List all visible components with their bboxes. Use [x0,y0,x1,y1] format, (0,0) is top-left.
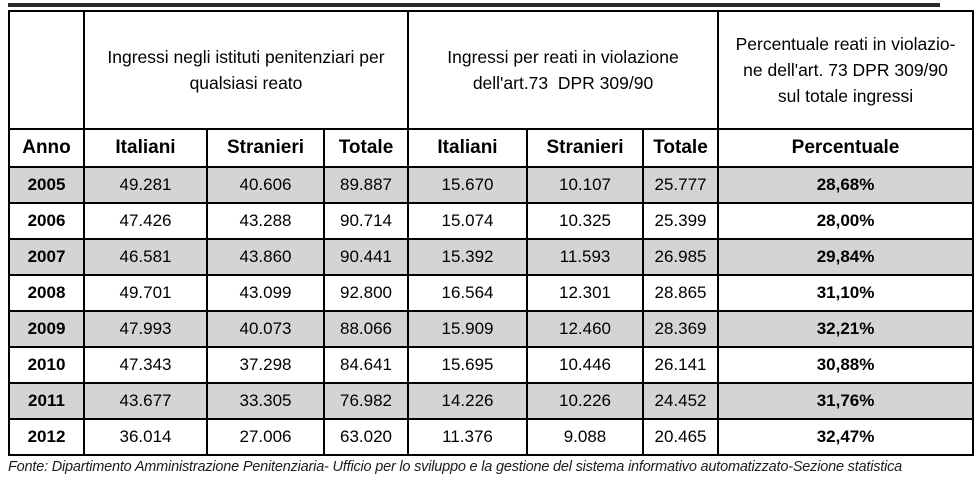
value-cell: 47.426 [83,202,208,240]
value-cell: 24.452 [641,382,720,420]
group-header-art73: Ingressi per reati in violazione dell'ar… [406,10,720,130]
value-cell: 15.695 [407,346,528,384]
value-cell: 43.677 [83,382,208,420]
column-header-percentuale: Percentuale [717,128,975,168]
value-cell: 84.641 [323,346,409,384]
group-header-row: Ingressi negli istituti penitenziari per… [8,10,975,130]
table-row: 2006 47.426 43.288 90.714 15.074 10.325 … [8,202,975,240]
value-cell: 10.107 [526,166,644,204]
value-cell: 16.564 [407,274,528,312]
percent-cell: 28,68% [717,166,975,204]
table-row: 2009 47.993 40.073 88.066 15.909 12.460 … [8,310,975,348]
percent-cell: 30,88% [717,346,975,384]
year-cell: 2005 [8,166,85,204]
year-cell: 2009 [8,310,85,348]
value-cell: 20.465 [641,418,720,456]
year-cell: 2011 [8,382,85,420]
year-cell: 2006 [8,202,85,240]
value-cell: 12.460 [526,310,644,348]
table-row: 2010 47.343 37.298 84.641 15.695 10.446 … [8,346,975,384]
value-cell: 15.909 [407,310,528,348]
value-cell: 28.369 [641,310,720,348]
value-cell: 9.088 [526,418,644,456]
value-cell: 47.343 [83,346,208,384]
value-cell: 47.993 [83,310,208,348]
value-cell: 76.982 [323,382,409,420]
value-cell: 49.701 [83,274,208,312]
table-row: 2011 43.677 33.305 76.982 14.226 10.226 … [8,382,975,420]
group-header-line: Percentuale reati in violazio- [735,34,956,54]
percent-cell: 31,10% [717,274,975,312]
percent-cell: 29,84% [717,238,975,276]
group-header-line: ne dell'art. 73 DPR 309/90 [743,60,948,80]
value-cell: 12.301 [526,274,644,312]
value-cell: 11.376 [407,418,528,456]
value-cell: 15.670 [407,166,528,204]
prison-entries-table: Ingressi negli istituti penitenziari per… [8,10,975,456]
value-cell: 43.860 [206,238,325,276]
column-header-row: Anno Italiani Stranieri Totale Italiani … [8,128,975,168]
value-cell: 46.581 [83,238,208,276]
value-cell: 11.593 [526,238,644,276]
value-cell: 15.392 [407,238,528,276]
table-row: 2012 36.014 27.006 63.020 11.376 9.088 2… [8,418,975,456]
value-cell: 27.006 [206,418,325,456]
table-row: 2008 49.701 43.099 92.800 16.564 12.301 … [8,274,975,312]
value-cell: 49.281 [83,166,208,204]
value-cell: 40.073 [206,310,325,348]
value-cell: 26.141 [641,346,720,384]
column-header-totale-all: Totale [323,128,409,168]
group-header-all-crimes: Ingressi negli istituti penitenziari per… [83,10,409,130]
value-cell: 90.441 [323,238,409,276]
value-cell: 43.288 [206,202,325,240]
value-cell: 14.226 [407,382,528,420]
group-header-line: Ingressi negli istituti penitenziari per [107,47,385,67]
value-cell: 10.325 [526,202,644,240]
corner-cell [8,10,85,130]
column-header-italiani-all: Italiani [83,128,208,168]
value-cell: 28.865 [641,274,720,312]
value-cell: 89.887 [323,166,409,204]
value-cell: 25.399 [641,202,720,240]
value-cell: 36.014 [83,418,208,456]
value-cell: 92.800 [323,274,409,312]
value-cell: 63.020 [323,418,409,456]
group-header-line: qualsiasi reato [189,73,303,93]
group-header-percentage: Percentuale reati in violazio- ne dell'a… [717,10,975,130]
table-row: 2007 46.581 43.860 90.441 15.392 11.593 … [8,238,975,276]
year-cell: 2007 [8,238,85,276]
percent-cell: 32,21% [717,310,975,348]
percent-cell: 31,76% [717,382,975,420]
value-cell: 25.777 [641,166,720,204]
percent-cell: 28,00% [717,202,975,240]
value-cell: 90.714 [323,202,409,240]
column-header-stranieri-all: Stranieri [206,128,325,168]
value-cell: 26.985 [641,238,720,276]
group-header-line: Ingressi per reati in violazione [447,47,679,67]
group-header-line: dell'art.73 DPR 309/90 [472,73,654,93]
table-row: 2005 49.281 40.606 89.887 15.670 10.107 … [8,166,975,204]
value-cell: 10.226 [526,382,644,420]
value-cell: 88.066 [323,310,409,348]
value-cell: 37.298 [206,346,325,384]
year-cell: 2012 [8,418,85,456]
group-header-line: sul totale ingressi [777,86,914,106]
source-note: Fonte: Dipartimento Amministrazione Peni… [8,459,903,475]
year-cell: 2008 [8,274,85,312]
column-header-stranieri-art73: Stranieri [526,128,644,168]
column-header-anno: Anno [8,128,85,168]
value-cell: 15.074 [407,202,528,240]
column-header-italiani-art73: Italiani [407,128,528,168]
value-cell: 10.446 [526,346,644,384]
value-cell: 33.305 [206,382,325,420]
percent-cell: 32,47% [717,418,975,456]
column-header-totale-art73: Totale [641,128,720,168]
value-cell: 43.099 [206,274,325,312]
top-rule-divider [8,3,940,7]
year-cell: 2010 [8,346,85,384]
value-cell: 40.606 [206,166,325,204]
